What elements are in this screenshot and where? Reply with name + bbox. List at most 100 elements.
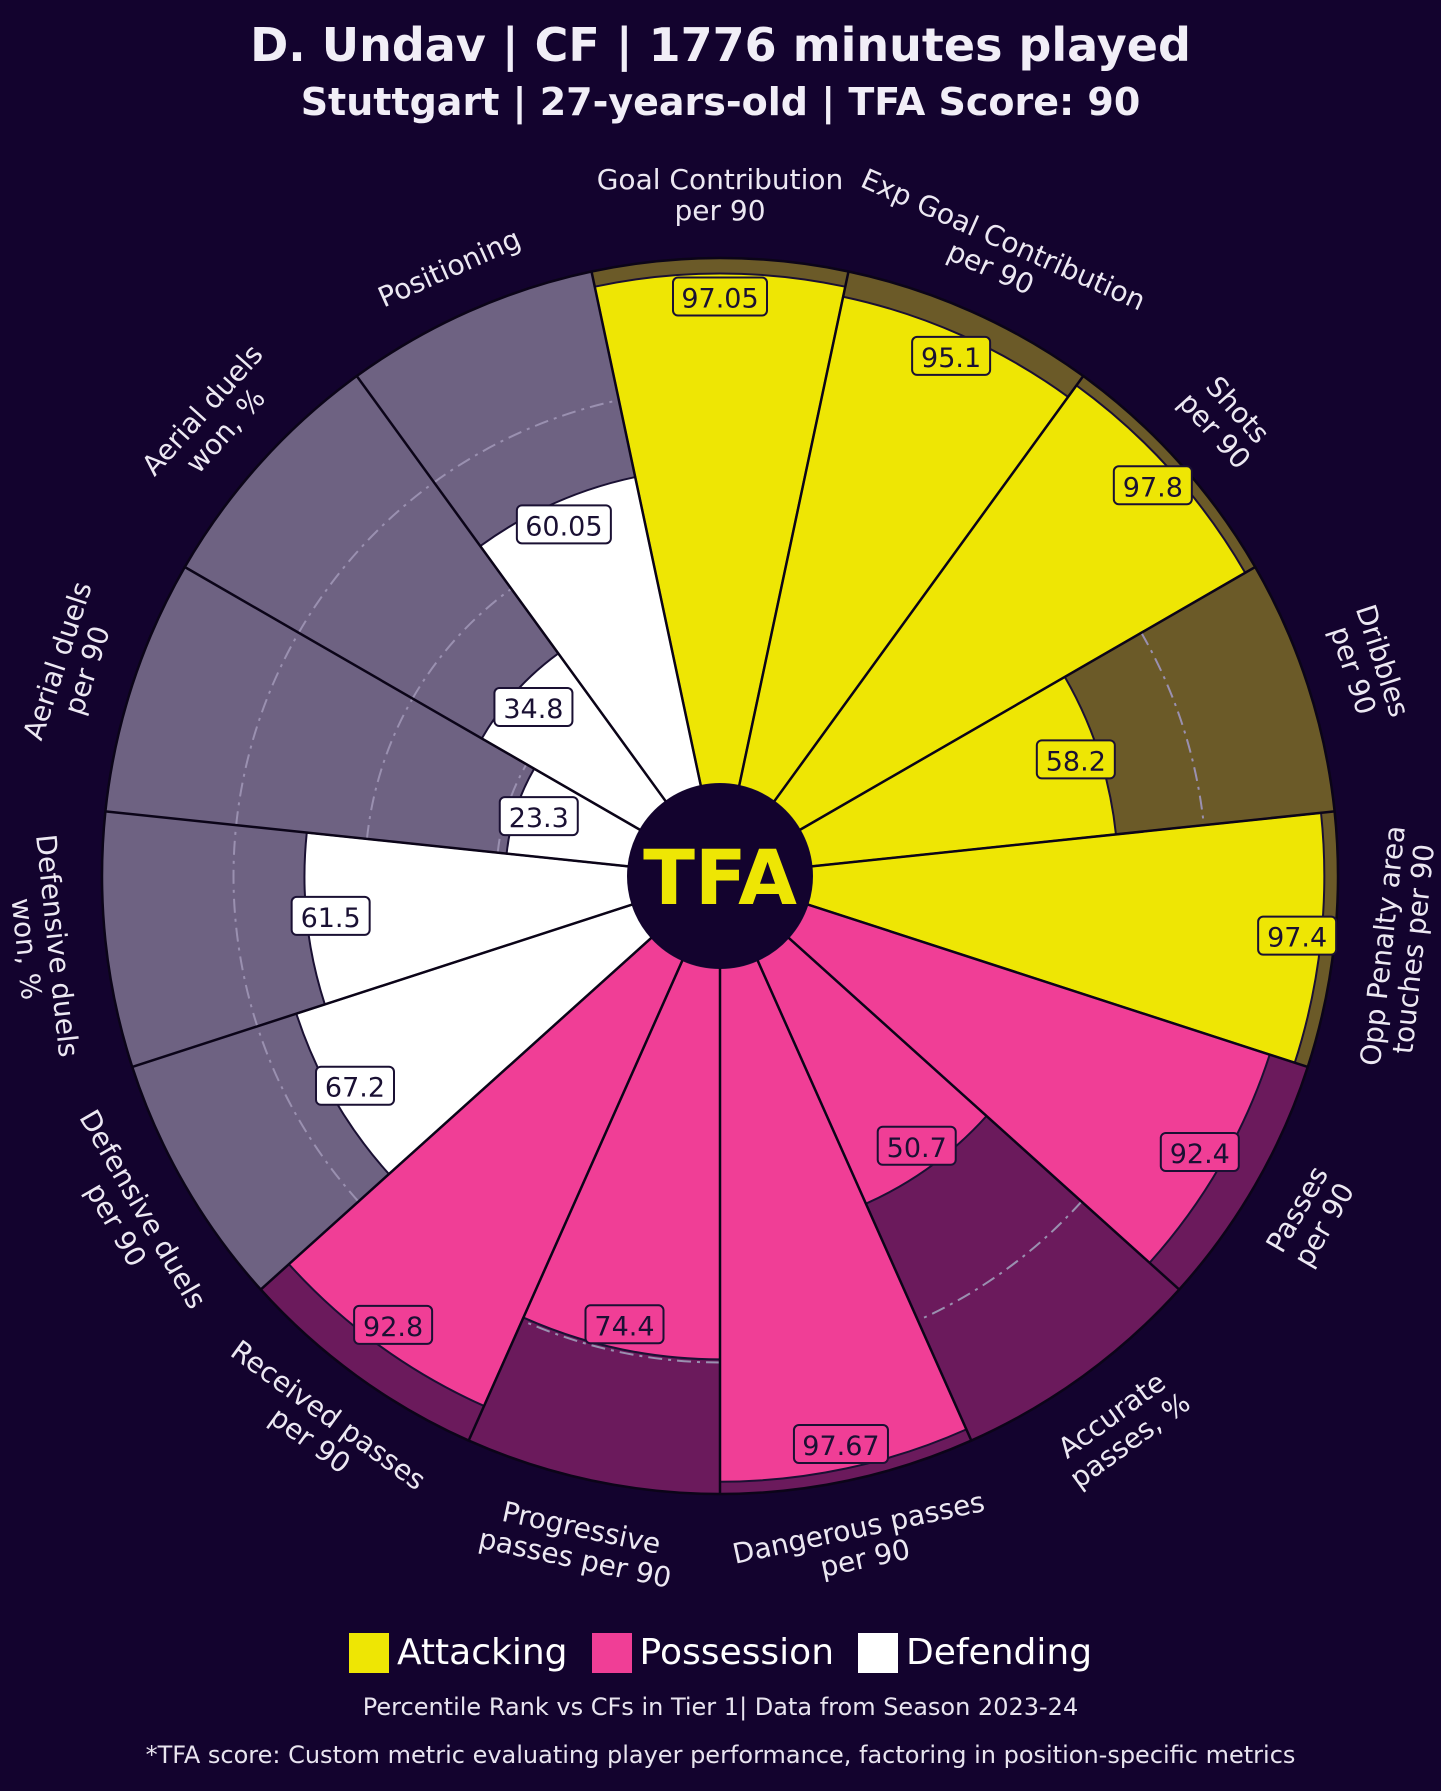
slice-border (184, 565, 641, 832)
value-text: 23.3 (509, 803, 569, 834)
slice-border (259, 936, 653, 1291)
slice-border (467, 959, 684, 1442)
value-label-aerial-duels-per-90: 23.3 (498, 796, 579, 837)
value-label-defensive-duels-per-90: 67.2 (314, 1065, 395, 1106)
value-box (314, 1065, 395, 1106)
chart-title: D. Undav | CF | 1776 minutes played (250, 18, 1191, 72)
value-box (584, 1304, 665, 1345)
metric-label-line: Goal Contribution (597, 163, 844, 196)
metric-label-defensive-duels-won: Defensive duelswon, % (0, 833, 85, 1062)
value-box (672, 276, 768, 317)
value-label-shots-per-90: 97.8 (1112, 465, 1193, 506)
pizza-chart: TFA 97.05 95.1 97.8 58.2 97.4 92.4 50.7 97.67 74… (0, 162, 1441, 1601)
metric-label-passes-per-90: Passesper 90 (1259, 1160, 1361, 1273)
metric-label-opp-penalty-area-touches-per-90: Opp Penalty areatouches per 90 (1354, 824, 1441, 1071)
value-text: 61.5 (301, 903, 361, 934)
grid-rings (232, 399, 1205, 1364)
grid-ring-75 (256, 1026, 360, 1203)
value-box (876, 1125, 957, 1166)
value-box (1035, 739, 1116, 780)
metric-label-dangerous-passes-per-90: Dangerous passesper 90 (730, 1485, 994, 1601)
slice-border (105, 810, 629, 868)
grid-ring-75 (1140, 632, 1205, 826)
tfa-logo-text: TFA (643, 833, 797, 922)
value-label-goal-contribution-per-90: 97.05 (672, 276, 768, 317)
grid-ring-75 (232, 825, 259, 1027)
slice-border (799, 565, 1256, 832)
value-box (1257, 915, 1338, 956)
legend-swatch-defending (858, 1632, 899, 1673)
value-box (498, 796, 579, 837)
legend: Attacking Possession Defending (0, 1632, 1441, 1673)
legend-item-defending: Defending (858, 1632, 1092, 1673)
value-text: 60.05 (525, 511, 602, 542)
slice-border (131, 903, 633, 1069)
value-text: 97.4 (1267, 923, 1327, 954)
footnote-definition: *TFA score: Custom metric evaluating pla… (145, 1741, 1296, 1769)
slice-outer-edge (1254, 566, 1336, 812)
grid-ring-75 (297, 481, 435, 634)
legend-label-defending: Defending (906, 1632, 1093, 1673)
value-label-passes-per-90: 92.4 (1159, 1132, 1240, 1173)
value-label-dribbles-per-90: 58.2 (1035, 739, 1116, 780)
value-text: 97.67 (802, 1431, 879, 1462)
value-label-progressive-passes-per-90: 74.4 (584, 1304, 665, 1345)
value-box (515, 504, 612, 545)
value-box (290, 895, 371, 936)
slice-outer-edge (356, 270, 592, 378)
slice-border (590, 271, 703, 787)
value-label-defensive-duels-won: 61.5 (290, 895, 371, 936)
slice-outer-edge (591, 256, 849, 273)
value-label-exp-goal-contribution-per-90: 95.1 (911, 335, 992, 376)
metric-label-dribbles-per-90: Dribblesper 90 (1319, 601, 1416, 731)
value-text: 97.05 (681, 284, 758, 315)
metric-label-line: per 90 (674, 194, 765, 227)
grid-ring-75 (917, 1200, 1083, 1322)
value-text: 58.2 (1046, 746, 1106, 777)
value-text: 67.2 (325, 1073, 385, 1104)
value-text: 92.4 (1170, 1139, 1230, 1170)
value-box (911, 335, 992, 376)
grid-ring-25 (496, 763, 528, 853)
legend-swatch-attacking (348, 1632, 389, 1673)
chart-subtitle: Stuttgart | 27-years-old | TFA Score: 90 (300, 80, 1141, 124)
metric-label-progressive-passes-per-90: Progressivepasses per 90 (476, 1491, 681, 1594)
slice-bg-aerial-duels-per-90 (105, 567, 641, 867)
slice-outer-edge (104, 566, 186, 812)
slice-outer-edge (848, 270, 1084, 378)
value-text: 95.1 (921, 343, 981, 374)
value-box (493, 687, 574, 728)
slice-outer-edge (1082, 375, 1257, 568)
value-box (1159, 1132, 1240, 1173)
value-label-aerial-duels-won: 34.8 (493, 687, 574, 728)
value-box (1112, 465, 1193, 506)
grid-ring-75 (521, 1319, 721, 1364)
slice-border (773, 375, 1085, 803)
slice-border (807, 903, 1309, 1069)
slice-borders (100, 256, 1340, 1496)
value-box (792, 1424, 889, 1465)
value-label-dangerous-passes-per-90: 97.67 (792, 1424, 889, 1465)
footnote-percentile: Percentile Rank vs CFs in Tier 1| Data f… (362, 1693, 1079, 1721)
value-label-opp-penalty-area-touches-per-90: 97.4 (1257, 915, 1338, 956)
value-text: 97.8 (1123, 472, 1183, 503)
slice-outer-edge (970, 1288, 1181, 1442)
slice-border (787, 936, 1181, 1291)
metric-label-shots-per-90: Shotsper 90 (1172, 365, 1280, 475)
slice-outer-edge (100, 811, 134, 1068)
metric-label-aerial-duels-per-90: Aerial duelsper 90 (17, 578, 129, 754)
legend-item-possession: Possession (591, 1632, 835, 1673)
grid-ring-75 (433, 399, 620, 484)
legend-label-possession: Possession (639, 1632, 835, 1673)
slice-outer-edge (131, 1066, 262, 1291)
grid-ring-75 (235, 632, 300, 826)
slice-outer-edge (183, 375, 358, 568)
metric-label-goal-contribution-per-90: Goal Contribution per 90 (597, 163, 844, 227)
value-box (353, 1304, 434, 1345)
value-text: 50.7 (887, 1133, 947, 1164)
value-text: 34.8 (503, 694, 563, 725)
center-circle (627, 783, 813, 969)
value-label-positioning: 60.05 (515, 504, 612, 545)
slice-border (355, 375, 667, 803)
legend-label-attacking: Attacking (396, 1632, 568, 1673)
